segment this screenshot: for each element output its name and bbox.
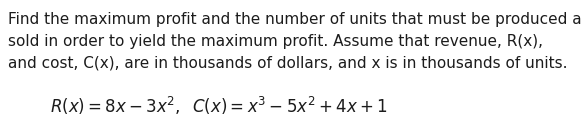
Text: Find the maximum profit and the number of units that must be produced and: Find the maximum profit and the number o…	[8, 12, 582, 27]
Text: and cost, C(x), are in thousands of dollars, and x is in thousands of units.: and cost, C(x), are in thousands of doll…	[8, 56, 567, 71]
Text: $R(x) = 8x - 3x^2, \;\; C(x) = x^3 - 5x^2 + 4x + 1$: $R(x) = 8x - 3x^2, \;\; C(x) = x^3 - 5x^…	[50, 95, 388, 117]
Text: sold in order to yield the maximum profit. Assume that revenue, R(x),: sold in order to yield the maximum profi…	[8, 34, 543, 49]
